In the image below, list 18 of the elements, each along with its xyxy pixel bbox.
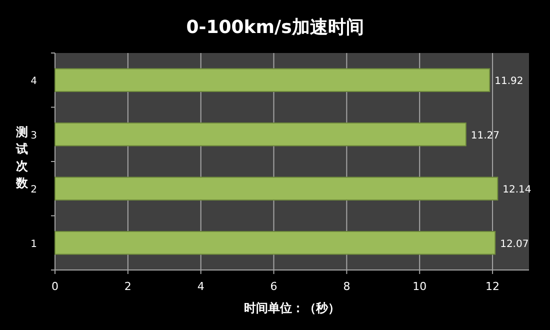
data-label: 12.07: [500, 238, 529, 250]
y-axis-title: 测试次数: [15, 125, 29, 190]
data-label: 12.14: [502, 184, 532, 196]
x-tick-label: 12: [486, 280, 500, 293]
y-tick-label: 4: [30, 76, 37, 88]
data-label: 11.27: [470, 130, 500, 142]
x-tick-label: 2: [124, 280, 132, 293]
chart-title: 0-100km/s加速时间: [186, 17, 364, 38]
y-tick-label: 2: [30, 184, 37, 196]
x-tick-label: 4: [197, 280, 204, 293]
x-axis-title: 时间单位：（秒）: [244, 301, 340, 315]
x-tick-label: 10: [412, 280, 427, 293]
data-label: 11.92: [494, 76, 524, 88]
y-tick-label: 1: [30, 238, 37, 250]
y-tick-label: 3: [30, 130, 37, 142]
x-tick-label: 6: [270, 280, 278, 293]
x-tick-label: 0: [52, 280, 58, 293]
x-tick-label: 8: [343, 280, 350, 293]
